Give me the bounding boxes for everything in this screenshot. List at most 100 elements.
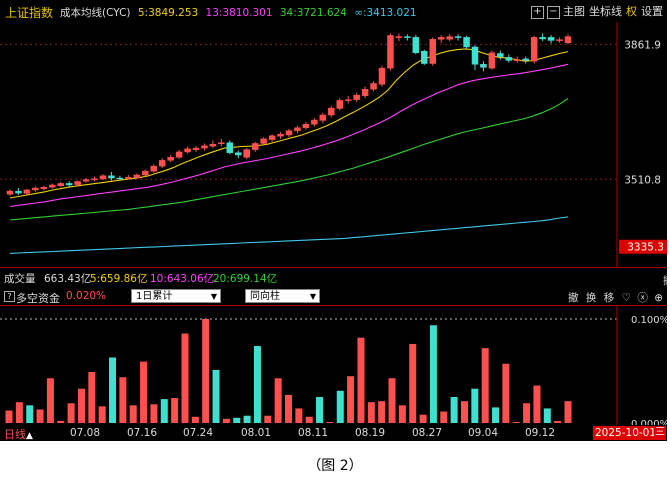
candle-body [243,149,250,158]
candle-body [142,170,149,176]
candle-body [91,178,98,181]
zoom-icon[interactable]: ⊕ [666,273,667,285]
indicator-name[interactable]: 成本均线(CYC) [60,7,131,19]
candle-body [387,35,394,69]
fund-bar [233,417,241,423]
candle-body [370,83,377,90]
candle-body [539,37,546,40]
zoom-icon[interactable]: ⊕ [654,292,663,304]
fund-bar [46,378,54,423]
bar-mode-select-value: 同向柱 [250,291,280,302]
price-tick-label: 3861.9 [624,39,661,51]
coordinate-button[interactable]: 坐标线 [589,5,622,18]
help-icon[interactable]: ? [4,291,15,302]
subpanel-switch-button[interactable]: 换 [585,292,597,304]
fund-bar [98,406,106,423]
fund-bar [336,390,344,423]
zoom-out-button[interactable]: − [547,5,560,19]
candle-body [412,37,420,53]
period-label[interactable]: 日线▲ [4,428,33,441]
candle-body [65,183,73,186]
index-name[interactable]: 上证指数 [5,6,54,20]
date-axis: 日线▲ 2025-10-01 三 07.08 07.16 07.24 08.01 08.… [0,425,667,441]
candle-body [192,147,200,150]
ma13-value: 13:3810.301 [205,7,273,19]
zoom-in-button[interactable]: + [531,5,544,19]
candlestick-chart[interactable]: 3861.9 3510.8 3335.3 [0,22,667,268]
candle-body [15,190,22,194]
date-tick-label: 08.11 [297,427,329,439]
ma-inf-value: ∞:3413.021 [354,7,417,19]
fund-bar [316,397,324,423]
fund-bar [150,404,158,423]
menu-icon[interactable]: 三 [654,426,666,440]
date-tick-label: 08.19 [354,427,386,439]
subpanel-value: 0.020% [66,290,107,302]
candle-body [421,50,428,64]
subpanel-header: ? 多空资金 0.020% 1日累计 ▼ 同向柱 ▼ 撤 换 移 ♡ ⓧ ⊕ [0,287,667,305]
subpanel-label[interactable]: 多空资金 [16,292,60,305]
volume-zoom-button[interactable]: 撤 [663,273,667,288]
fund-bar [512,421,520,423]
date-tick-label: 07.08 [69,427,101,439]
fund-bar [440,411,448,423]
ma5-value: 5:3849.253 [137,7,199,19]
subpanel-zoom-button[interactable]: 撤 [568,292,579,304]
candle-body [480,64,487,68]
candle-body [251,143,259,150]
date-tick-label: 08.01 [240,427,272,439]
volume-header: 成交量 663.43亿 5:659.86亿 10:643.06亿 20:699.… [0,269,667,288]
main-chart-button[interactable]: 主图 [563,5,585,18]
fund-flow-bar-chart[interactable]: 0.100% 0.000% [0,305,667,425]
subpanel-axis-top: 0.100% [631,315,667,326]
fund-bar [460,401,468,423]
settings-button[interactable]: 设置 [641,5,663,18]
candle-body [530,37,538,62]
date-tick-label: 09.04 [467,427,499,439]
period-select-value: 1日累计 [136,291,173,302]
candle-body [23,189,31,194]
candle-body [336,100,343,109]
fund-bar [222,418,230,423]
fund-bar [357,337,365,423]
date-tick-label: 07.16 [126,427,158,439]
candle-body [218,142,225,144]
close-icon[interactable]: ⓧ [637,292,648,304]
candle-body [446,36,453,40]
candle-body [463,37,470,48]
candle-body [99,175,107,180]
fund-bar [15,402,23,423]
candle-body [437,37,445,40]
volume-label[interactable]: 成交量 [4,273,36,285]
candle-body [57,183,64,186]
fund-bar [367,402,375,423]
candle-body [361,89,369,97]
fund-bar [419,414,427,423]
fund-bar [160,399,168,423]
main-chart-controls: + − 主图 坐标线权设置 [531,3,663,19]
period-select[interactable]: 1日累计 ▼ [131,289,221,303]
triangle-up-icon: ▲ [26,431,33,441]
bar-mode-select[interactable]: 同向柱 ▼ [245,289,320,303]
figure-caption: （图 2） [307,458,363,474]
subpanel-axis-bottom: 0.000% [631,419,667,425]
fund-bar [129,405,137,423]
fund-bar [109,357,117,423]
candle-body [378,67,386,85]
candle-body [116,177,124,180]
subpanel-move-button[interactable]: 移 [603,292,615,304]
fund-bar [57,420,65,423]
candle-body [429,39,436,64]
candle-body [158,160,166,167]
fund-bar [378,401,386,423]
heart-icon[interactable]: ♡ [621,292,631,304]
candle-body [395,36,403,38]
ma5-line [9,48,569,199]
fund-bar [36,409,44,423]
stock-terminal: 上证指数 成本均线(CYC) 5:3849.253 13:3810.301 34… [0,0,667,441]
fund-bar [274,378,282,423]
fund-bar [492,407,500,423]
ma13-line [9,63,569,208]
candle-body [49,184,56,188]
rights-button[interactable]: 权 [626,5,637,18]
